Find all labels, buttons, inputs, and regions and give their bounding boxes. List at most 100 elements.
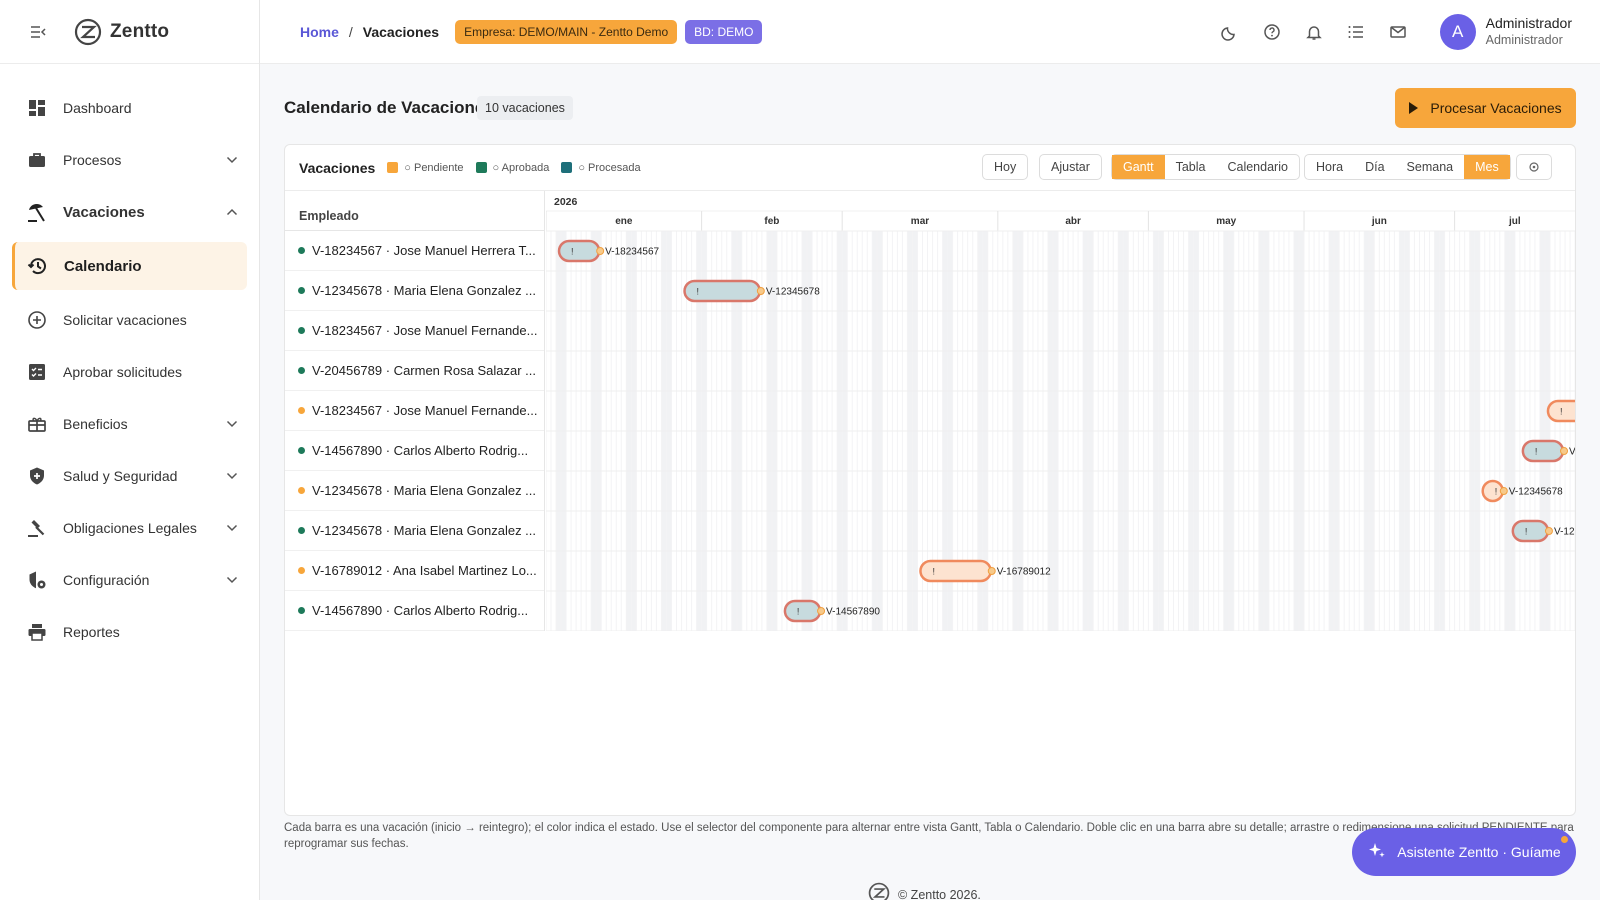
table-row[interactable]: V-14567890 · Carlos Alberto Rodrig... bbox=[285, 431, 544, 471]
bar-id-label: V-14567890 bbox=[826, 607, 880, 618]
table-row[interactable]: V-18234567 · Jose Manuel Fernande... bbox=[285, 391, 544, 431]
sidebar-item-aprobar-solicitudes[interactable]: Aprobar solicitudes bbox=[0, 346, 259, 398]
sidebar-item-label: Calendario bbox=[64, 257, 142, 275]
bar-end-handle bbox=[1544, 527, 1553, 535]
sidebar-item-reportes[interactable]: Reportes bbox=[0, 606, 259, 658]
mail-icon[interactable] bbox=[1388, 22, 1408, 42]
list-icon[interactable] bbox=[1346, 22, 1366, 42]
help-footnote: Cada barra es una vacación (inicio → rei… bbox=[284, 822, 1574, 850]
assistant-button[interactable]: Asistente Zentto · Guíame bbox=[1352, 828, 1576, 876]
sidebar-item-label: Configuración bbox=[63, 572, 150, 588]
topbar-icons bbox=[1220, 22, 1408, 42]
sidebar-item-calendario[interactable]: Calendario bbox=[12, 242, 247, 290]
shield-plus-icon bbox=[26, 465, 48, 487]
company-badge[interactable]: Empresa: DEMO/MAIN - Zentto Demo bbox=[455, 19, 678, 44]
view-tab-calendario[interactable]: Calendario bbox=[1227, 160, 1288, 174]
table-row[interactable]: V-12345678 · Maria Elena Gonzalez ... bbox=[285, 471, 544, 511]
view-tab-tabla[interactable]: Tabla bbox=[1175, 160, 1206, 174]
notification-dot bbox=[1561, 836, 1568, 843]
sidebar-item-dashboard[interactable]: Dashboard bbox=[0, 82, 259, 134]
employee-name: V-12345678 · Maria Elena Gonzalez ... bbox=[312, 283, 537, 298]
sidebar-item-configuracion[interactable]: Configuración bbox=[0, 554, 259, 606]
sidebar-item-obligaciones-legales[interactable]: Obligaciones Legales bbox=[0, 502, 259, 554]
chevron-down-icon[interactable] bbox=[225, 153, 239, 167]
chevron-down-icon[interactable] bbox=[225, 573, 239, 587]
fit-button-label: Ajustar bbox=[1051, 160, 1090, 174]
vacation-bar bbox=[783, 599, 822, 623]
vacation-bar bbox=[557, 239, 601, 263]
bar-end-handle bbox=[1499, 487, 1508, 495]
employee-name: V-14567890 · Carlos Alberto Rodrig... bbox=[312, 443, 529, 458]
status-dot bbox=[298, 607, 305, 614]
scale-tab-hora[interactable]: Hora bbox=[1316, 160, 1344, 174]
employee-name: V-18234567 · Jose Manuel Fernande... bbox=[312, 323, 538, 338]
gantt-chart-svg: 2026 ene feb mar abr may jun jul! V-18234567! V-1… bbox=[546, 196, 1575, 631]
table-row[interactable]: V-12345678 · Maria Elena Gonzalez ... bbox=[285, 271, 544, 311]
chevron-down-icon[interactable] bbox=[225, 469, 239, 483]
scale-tab-da[interactable]: Día bbox=[1365, 160, 1385, 174]
user-name: Administrador bbox=[1485, 15, 1572, 31]
chevron-down-icon[interactable] bbox=[225, 417, 239, 431]
sidebar-item-salud-seguridad[interactable]: Salud y Seguridad bbox=[0, 450, 259, 502]
user-menu[interactable]: A Administrador Administrador bbox=[1439, 14, 1572, 50]
today-button[interactable]: Hoy bbox=[982, 154, 1029, 180]
status-dot bbox=[298, 447, 305, 454]
vacation-bar bbox=[1546, 399, 1575, 423]
status-dot bbox=[298, 367, 305, 374]
sidebar: Zentto Dashboard Procesos Vacaciones Calend… bbox=[0, 0, 260, 900]
briefcase-icon bbox=[26, 149, 48, 171]
zentto-logo-icon[interactable] bbox=[74, 18, 102, 46]
table-row[interactable]: V-16789012 · Ana Isabel Martinez Lo... bbox=[285, 551, 544, 591]
scale-tab-semana[interactable]: Semana bbox=[1406, 160, 1454, 174]
sidebar-item-procesos[interactable]: Procesos bbox=[0, 134, 259, 186]
table-row[interactable]: V-18234567 · Jose Manuel Fernande... bbox=[285, 311, 544, 351]
scale-tab-mes[interactable]: Mes bbox=[1464, 155, 1510, 179]
month-tick-label: ene bbox=[615, 216, 633, 227]
vacation-bar bbox=[1511, 519, 1550, 543]
process-vacations-button[interactable]: Procesar Vacaciones bbox=[1395, 88, 1576, 128]
bell-icon[interactable] bbox=[1304, 22, 1324, 42]
view-tab-gantt[interactable]: Gantt bbox=[1112, 155, 1165, 179]
bar-end-handle bbox=[596, 247, 605, 255]
moon-icon[interactable] bbox=[1220, 22, 1240, 42]
sidebar-item-beneficios[interactable]: Beneficios bbox=[0, 398, 259, 450]
gavel-icon bbox=[26, 517, 48, 539]
table-row[interactable]: V-18234567 · Jose Manuel Herrera T... bbox=[285, 231, 544, 271]
history-icon bbox=[27, 255, 49, 277]
month-tick-label: abr bbox=[1065, 216, 1081, 227]
settings-button[interactable] bbox=[1516, 154, 1552, 180]
sidebar-item-solicitar-vacaciones[interactable]: Solicitar vacaciones bbox=[0, 294, 259, 346]
topbar: Home / Vacaciones Empresa: DEMO/MAIN - Z… bbox=[260, 0, 1600, 64]
settings-icon bbox=[1528, 155, 1540, 179]
help-icon[interactable] bbox=[1262, 22, 1282, 42]
gantt-grid: Empleado V-18234567 · Jose Manuel Herrer… bbox=[285, 191, 1575, 631]
bar-id-label: V-12345678 bbox=[1554, 527, 1575, 538]
vacation-bar bbox=[1481, 479, 1505, 503]
brand-bar: Zentto bbox=[0, 0, 259, 64]
bar-marker-label: ! bbox=[1535, 447, 1538, 457]
table-row[interactable]: V-14567890 · Carlos Alberto Rodrig... bbox=[285, 591, 544, 631]
sidebar-item-label: Aprobar solicitudes bbox=[63, 364, 183, 380]
process-vacations-label: Procesar Vacaciones bbox=[1430, 100, 1562, 116]
table-row[interactable]: V-20456789 · Carmen Rosa Salazar ... bbox=[285, 351, 544, 391]
add-circle-icon bbox=[26, 309, 48, 331]
database-badge[interactable]: BD: DEMO bbox=[685, 19, 763, 44]
bar-end-handle bbox=[1560, 447, 1569, 455]
breadcrumb-home-link[interactable]: Home bbox=[300, 23, 339, 40]
table-row[interactable]: V-12345678 · Maria Elena Gonzalez ... bbox=[285, 511, 544, 551]
breadcrumb-separator: / bbox=[348, 23, 353, 40]
chevron-up-icon[interactable] bbox=[225, 205, 239, 219]
brand-name[interactable]: Zentto bbox=[110, 20, 170, 42]
page-title: Calendario de Vacaciones bbox=[284, 98, 494, 117]
sidebar-item-vacaciones[interactable]: Vacaciones bbox=[0, 186, 259, 238]
chevron-down-icon[interactable] bbox=[225, 521, 239, 535]
vacation-count-badge: 10 vacaciones bbox=[477, 96, 573, 120]
vacation-bar bbox=[1521, 439, 1565, 463]
fit-button[interactable]: Ajustar bbox=[1039, 154, 1102, 180]
avatar[interactable]: A bbox=[1439, 14, 1476, 50]
sidebar-item-label: Vacaciones bbox=[63, 203, 145, 221]
legend-label: ○ Pendiente bbox=[404, 161, 464, 174]
menu-collapse-icon[interactable] bbox=[28, 22, 48, 42]
status-dot bbox=[298, 407, 305, 414]
bar-marker-label: ! bbox=[1495, 487, 1498, 497]
